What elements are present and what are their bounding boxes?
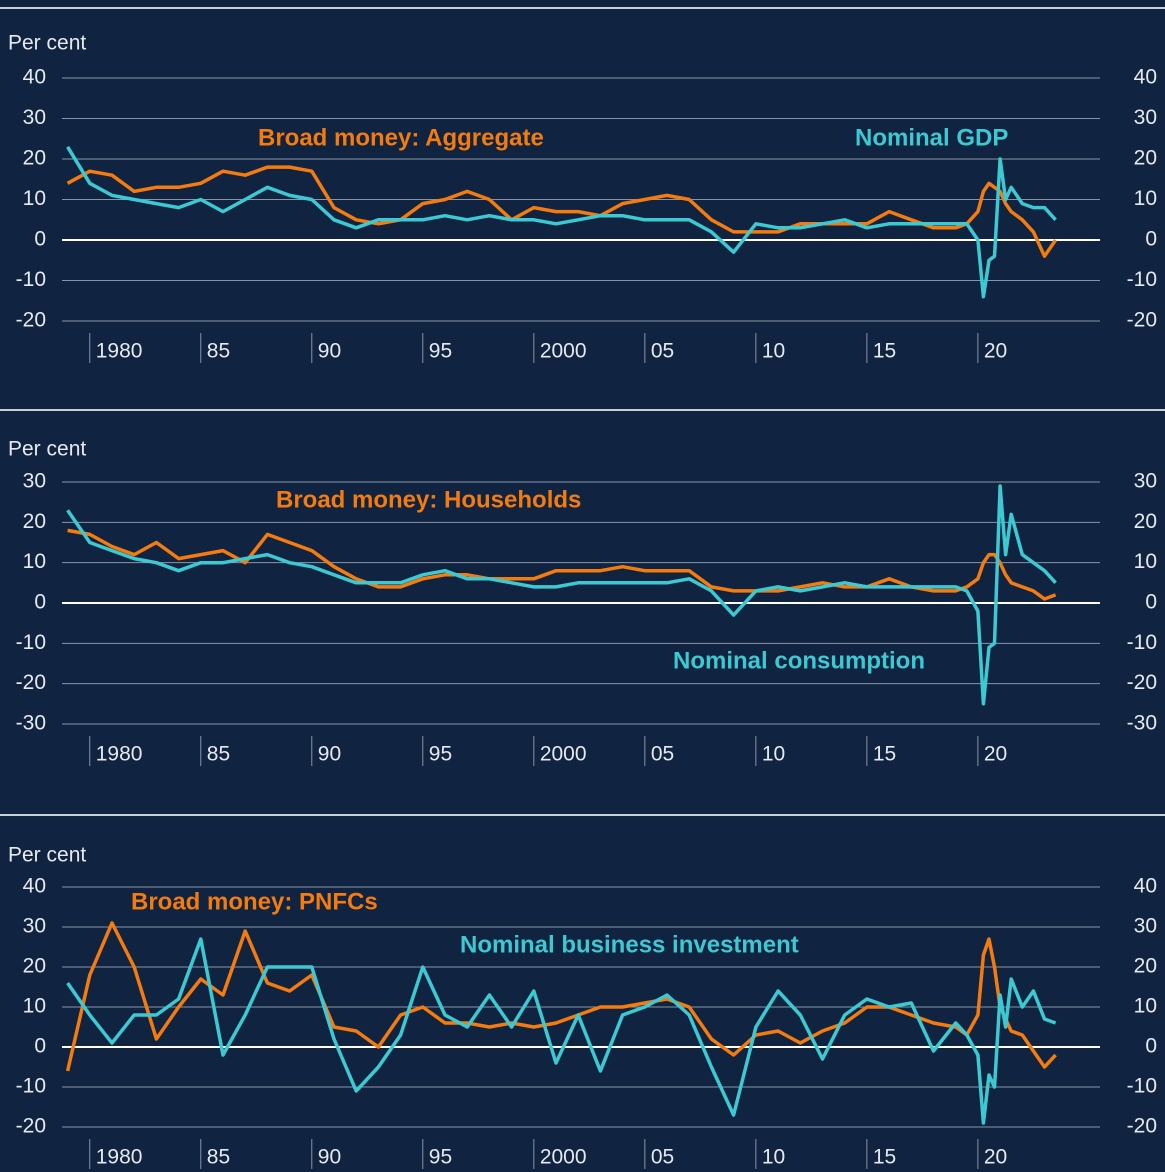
y-tick-label: 10 bbox=[23, 187, 46, 210]
y-tick-label: 20 bbox=[23, 147, 46, 170]
y-tick-label-right: 20 bbox=[1134, 147, 1157, 170]
series-line bbox=[66, 937, 1057, 1125]
series-line bbox=[65, 921, 1057, 1072]
y-tick-label: -30 bbox=[16, 712, 46, 735]
x-tick-label: 90 bbox=[318, 340, 341, 363]
y-tick-label-right: 30 bbox=[1134, 470, 1157, 493]
y-tick-label-right: 10 bbox=[1134, 995, 1157, 1018]
x-tick-label: 2000 bbox=[540, 743, 587, 766]
series-label: Nominal business investment bbox=[460, 931, 799, 958]
y-tick-label: 30 bbox=[23, 470, 46, 493]
series-line bbox=[66, 484, 1057, 706]
x-tick-label: 05 bbox=[651, 340, 674, 363]
y-tick-label: 0 bbox=[34, 228, 46, 251]
x-tick-label: 1980 bbox=[96, 1146, 143, 1169]
x-tick-label: 15 bbox=[873, 743, 896, 766]
x-tick-label: 2000 bbox=[540, 1146, 587, 1169]
y-tick-label-right: 0 bbox=[1145, 228, 1157, 251]
y-tick-label-right: -30 bbox=[1127, 712, 1157, 735]
series-label: Broad money: Aggregate bbox=[258, 124, 544, 151]
y-tick-label: -10 bbox=[16, 631, 46, 654]
y-tick-label: 0 bbox=[34, 591, 46, 614]
y-tick-label-right: 40 bbox=[1134, 875, 1157, 898]
y-tick-label-right: 10 bbox=[1134, 550, 1157, 573]
x-tick-label: 10 bbox=[762, 1146, 785, 1169]
y-axis-label: Per cent bbox=[8, 32, 86, 55]
y-axis-label: Per cent bbox=[8, 844, 86, 867]
series-label: Nominal consumption bbox=[673, 647, 925, 674]
y-tick-label-right: -20 bbox=[1127, 671, 1157, 694]
x-tick-label: 1980 bbox=[96, 743, 143, 766]
x-tick-label: 10 bbox=[762, 340, 785, 363]
x-tick-label: 90 bbox=[318, 743, 341, 766]
y-tick-label: -10 bbox=[16, 268, 46, 291]
series-label: Nominal GDP bbox=[855, 124, 1008, 151]
x-tick-label: 20 bbox=[984, 1146, 1007, 1169]
x-tick-label: 2000 bbox=[540, 340, 587, 363]
x-tick-label: 95 bbox=[429, 743, 452, 766]
y-tick-label-right: 20 bbox=[1134, 955, 1157, 978]
y-tick-label: 30 bbox=[23, 106, 46, 129]
x-tick-label: 95 bbox=[429, 1146, 452, 1169]
x-tick-label: 85 bbox=[207, 1146, 230, 1169]
y-tick-label-right: -10 bbox=[1127, 631, 1157, 654]
series-line bbox=[66, 145, 1057, 299]
x-tick-label: 05 bbox=[651, 1146, 674, 1169]
y-tick-label: 0 bbox=[34, 1035, 46, 1058]
x-tick-label: 1980 bbox=[96, 340, 143, 363]
x-tick-label: 95 bbox=[429, 340, 452, 363]
series-line bbox=[67, 528, 1057, 601]
y-tick-label: -20 bbox=[16, 1115, 46, 1138]
x-tick-label: 85 bbox=[207, 340, 230, 363]
y-tick-label-right: -20 bbox=[1127, 1115, 1157, 1138]
y-tick-label-right: 30 bbox=[1134, 106, 1157, 129]
y-tick-label-right: 40 bbox=[1134, 66, 1157, 89]
y-tick-label: 30 bbox=[23, 915, 46, 938]
x-tick-label: 05 bbox=[651, 743, 674, 766]
series-label: Broad money: Households bbox=[276, 486, 581, 513]
y-tick-label-right: -10 bbox=[1127, 268, 1157, 291]
y-tick-label: 20 bbox=[23, 955, 46, 978]
y-tick-label-right: 0 bbox=[1145, 1035, 1157, 1058]
y-tick-label: 20 bbox=[23, 510, 46, 533]
y-tick-label: 40 bbox=[23, 66, 46, 89]
y-tick-label-right: -20 bbox=[1127, 309, 1157, 332]
y-tick-label-right: 20 bbox=[1134, 510, 1157, 533]
y-tick-label-right: 10 bbox=[1134, 187, 1157, 210]
y-tick-label-right: 0 bbox=[1145, 591, 1157, 614]
y-tick-label-right: -10 bbox=[1127, 1075, 1157, 1098]
y-axis-label: Per cent bbox=[8, 438, 86, 461]
x-tick-label: 90 bbox=[318, 1146, 341, 1169]
series-label: Broad money: PNFCs bbox=[131, 888, 378, 915]
y-tick-label: 10 bbox=[23, 550, 46, 573]
y-tick-label: -10 bbox=[16, 1075, 46, 1098]
y-tick-label: 40 bbox=[23, 875, 46, 898]
y-tick-label: -20 bbox=[16, 309, 46, 332]
x-tick-label: 20 bbox=[984, 743, 1007, 766]
y-tick-label: -20 bbox=[16, 671, 46, 694]
x-tick-label: 15 bbox=[873, 340, 896, 363]
x-tick-label: 15 bbox=[873, 1146, 896, 1169]
y-tick-label-right: 30 bbox=[1134, 915, 1157, 938]
x-tick-label: 20 bbox=[984, 340, 1007, 363]
series-line bbox=[66, 165, 1058, 258]
x-tick-label: 10 bbox=[762, 743, 785, 766]
y-tick-label: 10 bbox=[23, 995, 46, 1018]
x-tick-label: 85 bbox=[207, 743, 230, 766]
